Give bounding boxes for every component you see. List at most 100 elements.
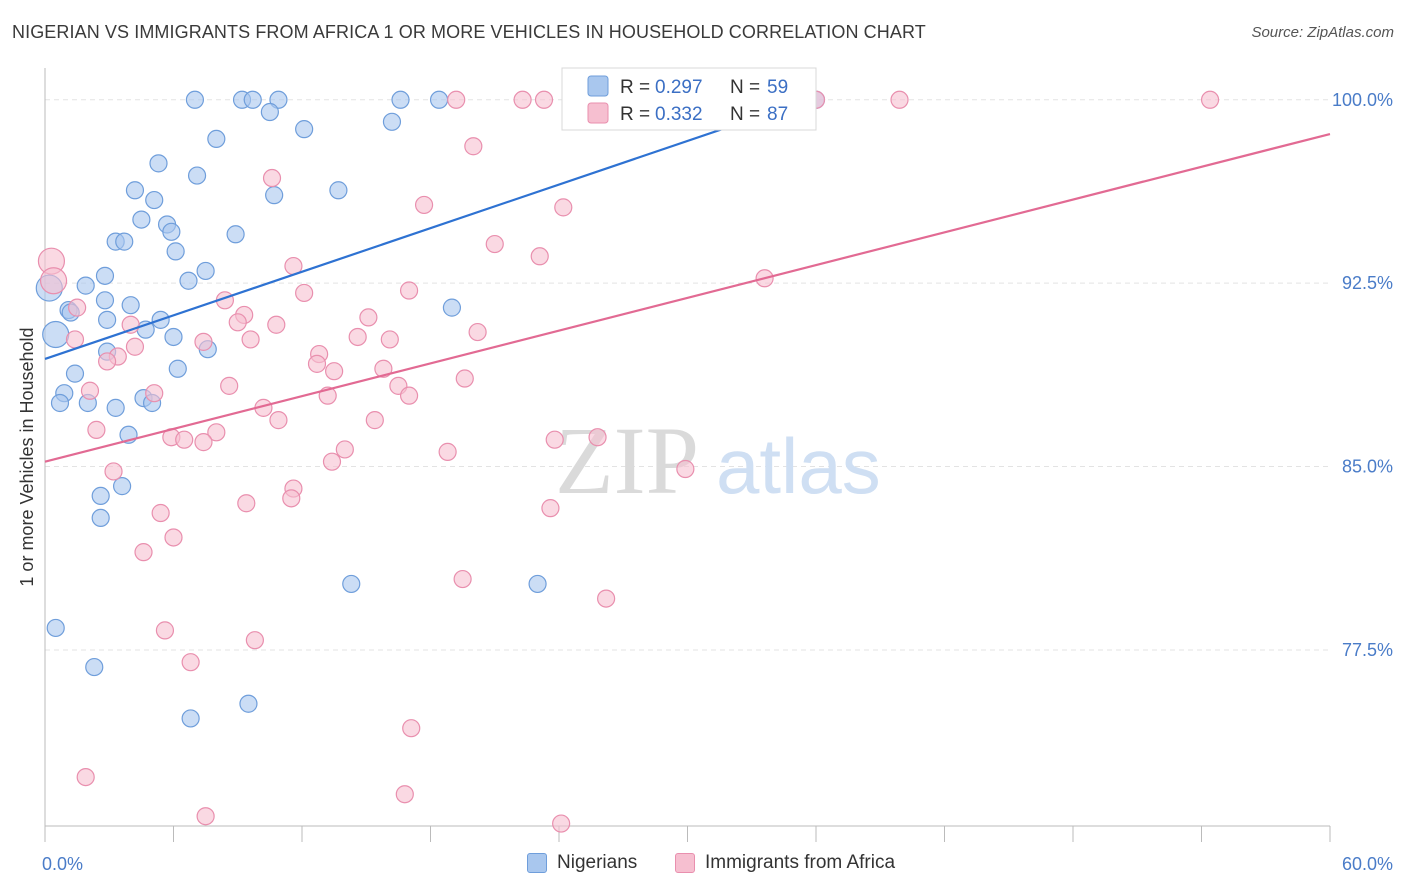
immigrant-point [267,315,286,334]
immigrant-point [295,283,314,303]
nigerian-point [98,310,117,329]
legend-swatch-nigerians [587,75,609,97]
immigrant-point [395,785,414,804]
legend-bottom-swatch-nigerians [527,853,547,873]
nigerian-trend-line [44,96,817,361]
immigrant-point [455,369,474,388]
chart-source: Source: ZipAtlas.com [1251,24,1394,41]
immigrant-point [65,330,85,349]
legend-swatch-immigrants [587,102,609,124]
immigrant-point [402,719,421,738]
immigrant-point [237,494,256,513]
immigrant-point [164,528,183,547]
immigrant-point [68,298,87,317]
immigrant-point [322,452,342,471]
nigerian-point [91,486,110,506]
legend-bottom-item-immigrants[interactable]: Immigrants from Africa [675,852,895,874]
immigrant-point [194,433,213,452]
nigerian-point [162,222,181,241]
nigerian-point [65,364,85,383]
nigerian-point [132,210,151,229]
watermark-atlas: atlas [716,422,881,510]
nigerian-point [382,112,402,131]
nigerian-point [239,694,258,713]
nigerian-point [149,154,168,173]
immigrant-point [335,440,354,459]
nigerian-point [181,709,200,728]
nigerian-point [76,276,95,295]
immigrant-point [307,354,327,373]
legend-bottom-item-nigerians[interactable]: Nigerians [527,852,637,874]
nigerian-point [260,102,279,122]
y-tick-label: 92.5% [1342,273,1393,293]
immigrant-point [325,362,344,381]
immigrant-point [228,313,247,332]
immigrant-point [262,168,282,188]
immigrant-point [399,281,419,300]
nigerian-point [243,90,262,109]
nigerian-point [265,186,284,205]
immigrant-point [151,503,170,523]
nigerian-point [528,574,547,594]
nigerian-point [46,618,65,638]
nigerian-point [226,225,245,244]
nigerian-point [95,266,115,285]
immigrant-point [597,589,616,608]
y-axis-label: 1 or more Vehicles in Household [17,327,37,586]
y-tick-label: 85.0% [1342,457,1393,477]
nigerian-point [112,477,132,496]
immigrant-point [282,489,301,508]
immigrant-point [468,322,487,342]
immigrant-point [447,90,466,109]
legend-r-label-immigrants: R = [620,104,650,125]
nigerian-point [295,120,314,139]
nigerian-point [442,298,462,317]
nigerian-point [342,574,361,594]
immigrant-point [348,327,367,347]
immigrant-point [196,807,215,826]
nigerian-point [106,398,125,417]
nigerian-point [145,190,164,210]
nigerian-point [50,393,70,413]
immigrant-point [245,631,264,650]
immigrant-point [588,428,607,447]
nigerian-point [187,166,207,185]
immigrant-point [554,198,573,217]
immigrant-point [87,420,106,439]
legend-n-label-immigrants: N = [730,104,760,125]
nigerian-point [115,232,134,251]
immigrant-point [414,195,434,215]
nigerian-point [179,271,198,290]
x-tick-label-min: 0.0% [42,854,83,874]
legend-r-value-nigerians: 0.297 [655,77,703,98]
immigrant-point [534,90,554,109]
watermark-zip: ZIP [555,407,699,514]
immigrant-point [399,386,419,405]
nigerian-point [125,181,145,200]
nigerian-point [168,359,187,378]
immigrant-point [1200,90,1220,109]
immigrant-point [155,621,175,640]
chart-title: NIGERIAN VS IMMIGRANTS FROM AFRICA 1 OR … [12,22,926,42]
immigrant-point [220,376,239,395]
nigerian-point [207,129,226,149]
nigerian-point [391,90,410,109]
immigrant-point [365,411,384,430]
immigrant-point [125,337,145,356]
immigrant-point [134,543,153,562]
nigerian-point [85,657,104,677]
y-tick-label: 77.5% [1342,640,1393,660]
y-tick-label: 100.0% [1332,90,1393,110]
nigerian-point [42,320,70,349]
legend-r-value-immigrants: 0.332 [655,104,703,125]
immigrant-trend-line [44,132,1331,463]
immigrant-point [98,352,117,371]
x-tick-label-max: 60.0% [1342,854,1393,874]
nigerian-point [164,327,183,347]
nigerian-point [91,508,110,528]
immigrant-point [530,247,549,266]
immigrant-point [175,430,194,449]
legend-r-label-nigerians: R = [620,77,650,98]
immigrant-point [438,442,457,461]
